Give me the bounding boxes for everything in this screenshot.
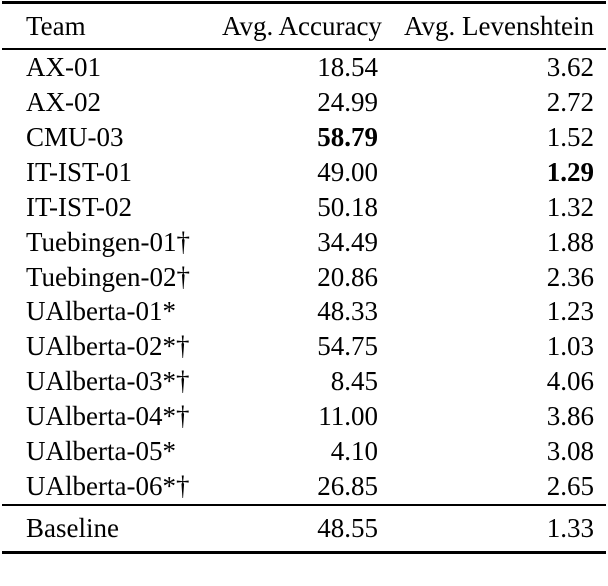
levenshtein-cell: 4.06 <box>546 366 594 397</box>
levenshtein-cell: 1.03 <box>546 331 594 362</box>
accuracy-cell: 58.79 <box>317 121 378 152</box>
table-row: AX-01 18.54 3.62 <box>2 49 606 85</box>
accuracy-cell: 20.86 <box>317 261 378 292</box>
team-cell: UAlberta-03*† <box>26 366 190 397</box>
team-cell: UAlberta-06*† <box>26 471 190 502</box>
results-table: Team Avg. Accuracy Avg. Levenshtein AX-0… <box>2 1 606 554</box>
table-row: UAlberta-04*† 11.00 3.86 <box>2 399 606 434</box>
levenshtein-cell: 1.32 <box>546 191 594 222</box>
levenshtein-cell: 1.23 <box>546 296 594 327</box>
levenshtein-cell: 3.08 <box>546 436 594 467</box>
accuracy-cell: 24.99 <box>317 86 378 117</box>
table-row: UAlberta-02*† 54.75 1.03 <box>2 329 606 364</box>
table-row: UAlberta-05* 4.10 3.08 <box>2 434 606 469</box>
table-row: Tuebingen-02† 20.86 2.36 <box>2 260 606 295</box>
column-header-avg-levenshtein: Avg. Levenshtein <box>378 2 606 50</box>
table-row: IT-IST-02 50.18 1.32 <box>2 190 606 225</box>
column-header-avg-accuracy: Avg. Accuracy <box>222 2 382 50</box>
accuracy-cell: 34.49 <box>317 226 378 257</box>
accuracy-cell: 26.85 <box>317 471 378 502</box>
baseline-accuracy-cell: 48.55 <box>222 503 378 553</box>
accuracy-cell: 54.75 <box>317 331 378 362</box>
table-row: Tuebingen-01† 34.49 1.88 <box>2 225 606 260</box>
header-row: Team Avg. Accuracy Avg. Levenshtein <box>2 2 606 50</box>
accuracy-cell: 11.00 <box>318 401 378 432</box>
baseline-levenshtein-cell: 1.33 <box>378 503 606 553</box>
team-cell: UAlberta-01* <box>26 296 176 327</box>
levenshtein-cell: 3.86 <box>546 401 594 432</box>
accuracy-cell: 50.18 <box>317 191 378 222</box>
accuracy-cell: 48.33 <box>317 296 378 327</box>
team-cell: UAlberta-04*† <box>26 401 190 432</box>
levenshtein-cell: 2.36 <box>546 261 594 292</box>
team-cell: CMU-03 <box>26 121 124 152</box>
accuracy-cell: 49.00 <box>317 156 378 187</box>
levenshtein-cell: 1.88 <box>546 226 594 257</box>
team-cell: UAlberta-02*† <box>26 331 190 362</box>
table-row: UAlberta-06*† 26.85 2.65 <box>2 469 606 505</box>
table-row: IT-IST-01 49.00 1.29 <box>2 155 606 190</box>
team-cell: Tuebingen-01† <box>26 226 191 257</box>
team-cell: IT-IST-01 <box>26 156 133 187</box>
team-cell: AX-02 <box>26 86 101 117</box>
levenshtein-cell: 2.72 <box>546 86 594 117</box>
baseline-team-cell: Baseline <box>2 503 222 553</box>
levenshtein-cell: 1.29 <box>546 156 594 187</box>
team-cell: UAlberta-05* <box>26 436 176 467</box>
team-cell: IT-IST-02 <box>26 191 133 222</box>
table-row: AX-02 24.99 2.72 <box>2 85 606 120</box>
levenshtein-cell: 3.62 <box>546 52 594 82</box>
team-cell: Tuebingen-02† <box>26 261 191 292</box>
column-header-team: Team <box>2 2 222 50</box>
table-row: UAlberta-03*† 8.45 4.06 <box>2 364 606 399</box>
table-row: CMU-03 58.79 1.52 <box>2 120 606 155</box>
table-body: AX-01 18.54 3.62 AX-02 24.99 2.72 CMU-03 58.79 1… <box>2 49 606 505</box>
team-cell: AX-01 <box>26 52 101 82</box>
accuracy-cell: 8.45 <box>330 366 378 397</box>
baseline-row: Baseline 48.55 1.33 <box>2 503 606 553</box>
levenshtein-cell: 1.52 <box>546 121 594 152</box>
results-table-container: Team Avg. Accuracy Avg. Levenshtein AX-0… <box>2 1 606 554</box>
levenshtein-cell: 2.65 <box>546 471 594 502</box>
accuracy-cell: 4.10 <box>330 436 378 467</box>
table-row: UAlberta-01* 48.33 1.23 <box>2 294 606 329</box>
accuracy-cell: 18.54 <box>317 52 378 82</box>
